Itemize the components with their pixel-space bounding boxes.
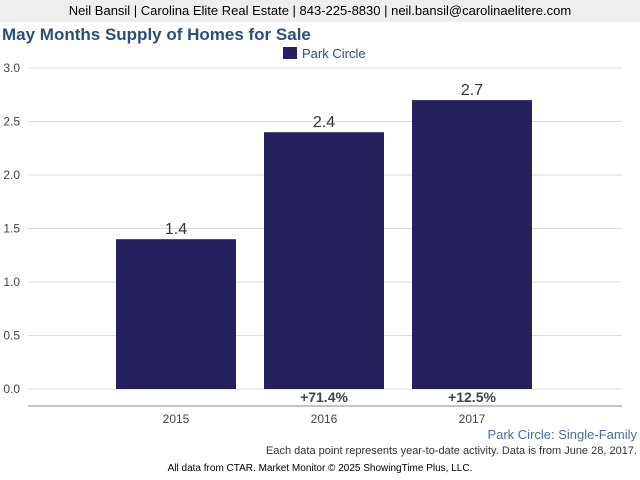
x-tick-label-2016: 2016 (311, 412, 338, 426)
bar-value-label-2015: 1.4 (165, 221, 187, 238)
bar-value-label-2016: 2.4 (313, 114, 335, 131)
bar-2017 (412, 100, 532, 389)
x-tick-label-2015: 2015 (163, 412, 190, 426)
y-tick-label-5: 2.5 (3, 115, 20, 129)
legend-swatch (283, 47, 297, 59)
y-tick-label-4: 2.0 (3, 168, 20, 182)
y-tick-label-3: 1.5 (3, 222, 20, 236)
bar-value-label-2017: 2.7 (461, 82, 483, 99)
legend-label: Park Circle (302, 45, 366, 61)
header-contact-text: Neil Bansil | Carolina Elite Real Estate… (68, 3, 572, 18)
y-tick-label-0: 0.0 (3, 382, 20, 396)
change-label-2016: +71.4% (300, 389, 348, 405)
chart-legend: Park Circle (283, 44, 366, 62)
x-tick-label-2017: 2017 (459, 412, 486, 426)
footer-credit: All data from CTAR. Market Monitor © 202… (167, 463, 473, 474)
data-footnote: Each data point represents year-to-date … (266, 445, 637, 457)
y-tick-label-1: 0.5 (3, 329, 20, 343)
header-contact-bar: Neil Bansil | Carolina Elite Real Estate… (0, 0, 640, 22)
y-tick-label-2: 1.0 (3, 275, 20, 289)
bar-2015 (116, 239, 236, 389)
y-tick-label-6: 3.0 (3, 61, 20, 75)
series-footnote: Park Circle: Single-Family (487, 427, 637, 442)
change-label-2017: +12.5% (448, 389, 496, 405)
chart-title: May Months Supply of Homes for Sale (2, 25, 311, 44)
bar-2016 (264, 132, 384, 389)
